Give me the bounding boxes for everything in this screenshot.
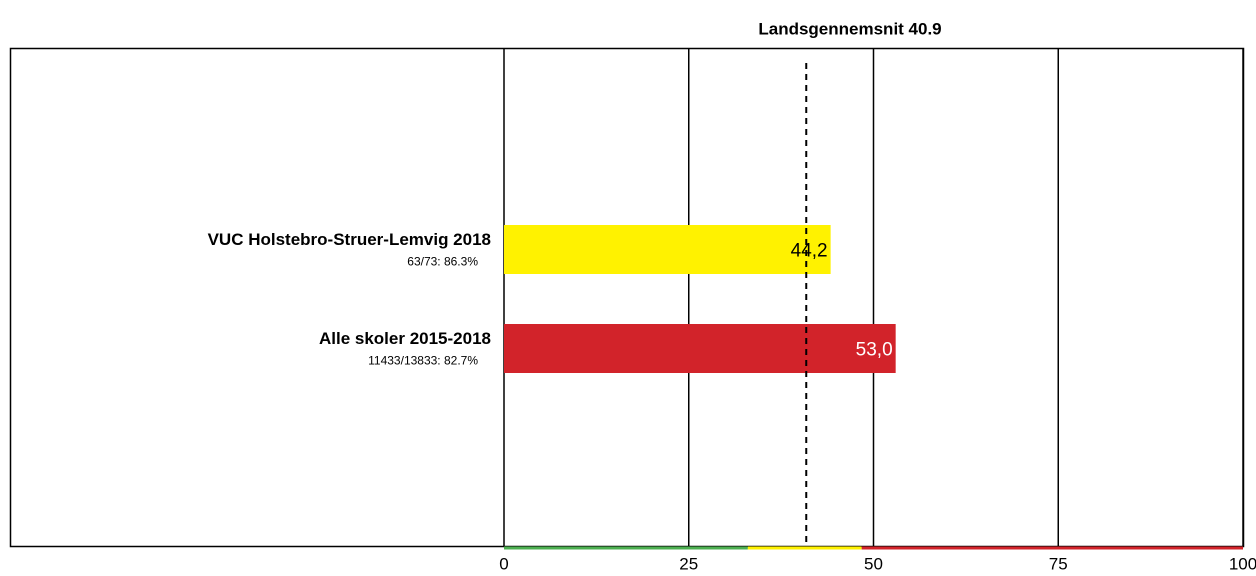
value-label: 53,0 (856, 340, 893, 361)
reference-label: Landsgennemsnit 40.9 (758, 19, 941, 38)
x-tick-label: 0 (499, 554, 508, 573)
category-label: VUC Holstebro-Struer-Lemvig 2018 (208, 230, 491, 249)
x-tick-label: 25 (679, 554, 698, 573)
x-tick-label: 100 (1229, 554, 1256, 573)
x-tick-label: 75 (1049, 554, 1068, 573)
bar (504, 324, 896, 373)
value-label: 44,2 (791, 241, 828, 262)
category-label: Alle skoler 2015-2018 (319, 329, 491, 348)
category-sublabel: 63/73: 86.3% (407, 255, 478, 269)
x-tick-label: 50 (864, 554, 883, 573)
category-sublabel: 11433/13833: 82.7% (368, 354, 478, 368)
bar (504, 225, 831, 274)
